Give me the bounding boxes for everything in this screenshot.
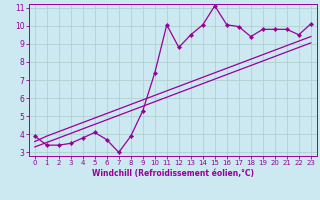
- X-axis label: Windchill (Refroidissement éolien,°C): Windchill (Refroidissement éolien,°C): [92, 169, 254, 178]
